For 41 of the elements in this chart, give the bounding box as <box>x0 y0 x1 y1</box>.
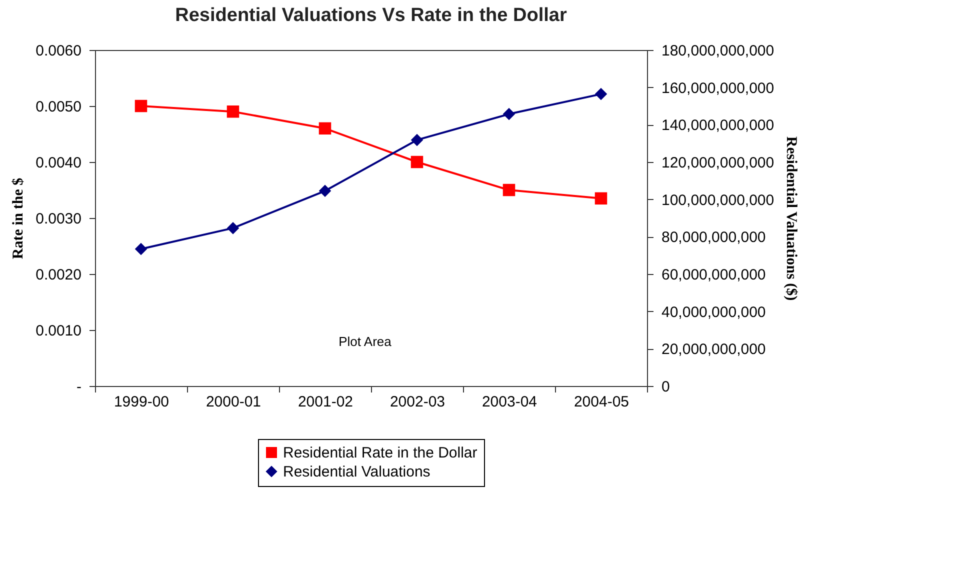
point <box>134 100 148 112</box>
y2-tick-label: 180,000,000,000 <box>662 42 774 60</box>
y2-tick-label: 80,000,000,000 <box>662 229 766 246</box>
point <box>226 222 240 234</box>
x-tick-label: 2004-05 <box>574 394 630 410</box>
y2-tick-label: 140,000,000,000 <box>662 117 774 134</box>
y-axis-title: Rate in the $ <box>10 177 27 260</box>
x-tick-label: 2001-02 <box>298 394 354 410</box>
y-tick-label: 0.0040 <box>36 154 82 172</box>
y2-tick-label: 0 <box>662 378 670 396</box>
legend-label: Residential Valuations <box>283 464 430 480</box>
y-tick-label: 0.0050 <box>36 98 82 116</box>
point <box>594 192 608 205</box>
y2-tick-label: 40,000,000,000 <box>662 304 766 321</box>
point <box>226 105 240 118</box>
x-tick-label: 2003-04 <box>482 394 538 410</box>
y2-tick-label: 20,000,000,000 <box>662 341 766 358</box>
point <box>410 156 424 168</box>
y2-tick-label: 60,000,000,000 <box>662 266 766 284</box>
y-tick-label: 0.0060 <box>36 42 82 60</box>
y-tick-label: - <box>76 378 82 396</box>
x-tick-label: 1999-00 <box>114 394 170 410</box>
point <box>134 242 148 256</box>
y2-axis-title: Residential Valuations ($) <box>783 136 800 301</box>
y2-tick-label: 120,000,000,000 <box>662 154 774 172</box>
y2-tick-label: 100,000,000,000 <box>662 192 774 209</box>
point <box>594 88 608 100</box>
point <box>502 184 516 196</box>
point <box>318 184 332 198</box>
y2-tick-label: 160,000,000,000 <box>662 80 774 97</box>
point <box>318 122 332 135</box>
point <box>410 134 424 146</box>
y-tick-label: 0.0010 <box>36 322 82 340</box>
y-tick-label: 0.0020 <box>36 266 82 284</box>
legend-label: Residential Rate in the Dollar <box>283 444 478 462</box>
annotation: Plot Area <box>338 334 392 349</box>
point <box>502 108 516 120</box>
y-tick-label: 0.0030 <box>36 210 82 228</box>
x-tick-label: 2002-03 <box>390 394 446 410</box>
chart-title: Residential Valuations Vs Rate in the Dollar <box>175 5 568 26</box>
x-tick-label: 2000-01 <box>206 394 262 410</box>
